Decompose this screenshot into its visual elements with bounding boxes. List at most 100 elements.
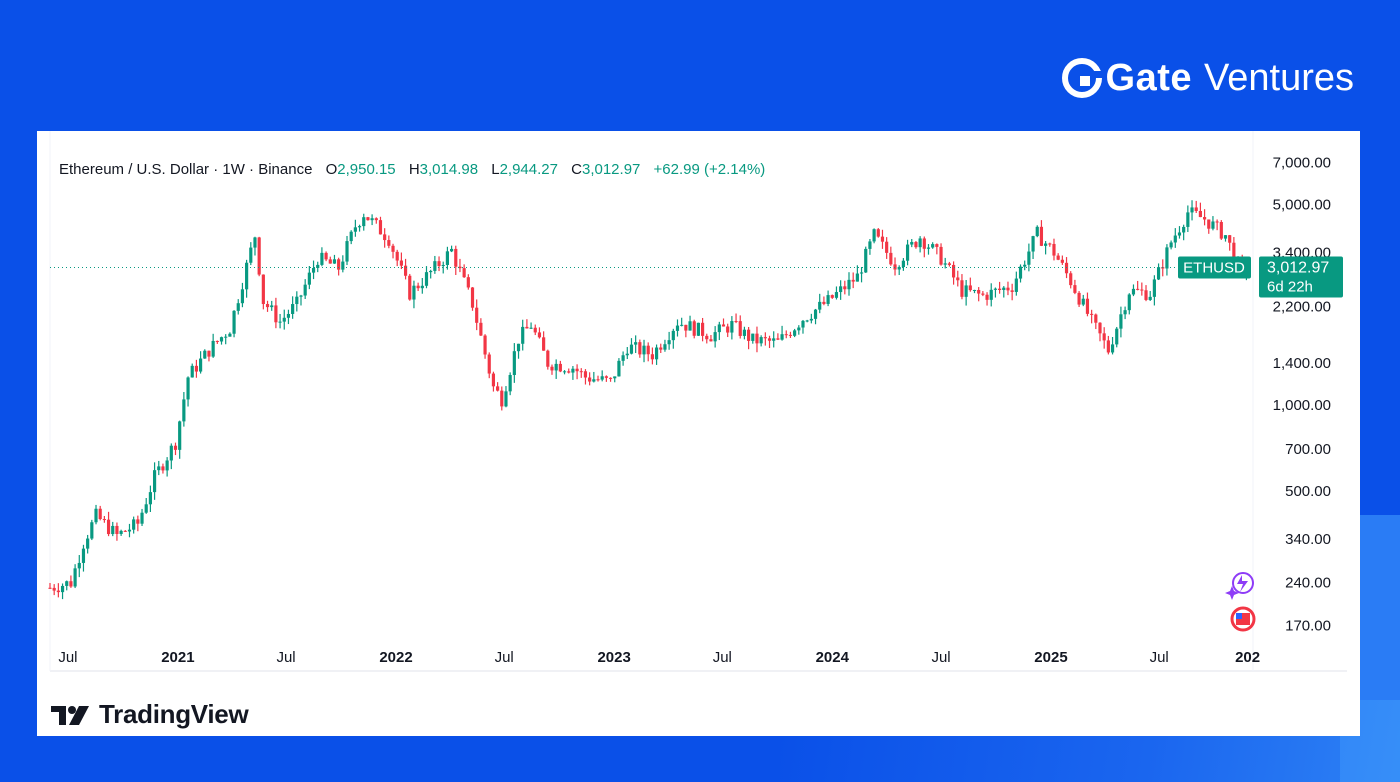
candle-body	[1010, 290, 1014, 292]
candle-body	[328, 259, 332, 264]
x-tick-label: 2024	[816, 649, 850, 666]
x-tick-label: 2025	[1034, 649, 1067, 666]
tradingview-logo: TradingView	[51, 699, 249, 730]
candle-body	[173, 445, 178, 450]
candle-body	[466, 277, 470, 288]
candle-body	[537, 332, 542, 338]
candle-body	[152, 470, 157, 493]
candle-body	[311, 268, 316, 273]
candle-body	[500, 390, 504, 407]
candle-body	[186, 377, 190, 400]
candle-body	[395, 251, 399, 261]
x-tick-label: Jul	[58, 649, 77, 666]
candle-body	[780, 334, 784, 340]
candle-body	[295, 296, 299, 305]
candle-body	[324, 252, 328, 260]
candle-body	[709, 339, 713, 342]
candle-body	[797, 327, 801, 331]
candle-body	[747, 329, 751, 341]
candle-body	[755, 333, 759, 344]
candle-body	[1119, 314, 1123, 329]
candle-body	[947, 263, 951, 265]
candle-body	[303, 284, 307, 296]
candle-body	[1165, 247, 1169, 269]
candle-body	[847, 279, 851, 290]
y-tick-label: 2,200.00	[1273, 299, 1331, 316]
candle-body	[182, 399, 186, 422]
candle-body	[905, 244, 910, 261]
candle-body	[571, 368, 575, 373]
candle-body	[1031, 236, 1035, 252]
price-chart[interactable]: 7,000.005,000.003,400.002,200.001,400.00…	[37, 131, 1360, 736]
candle-body	[487, 354, 491, 374]
chart-legend: Ethereum / U.S. Dollar · 1W · Binance O2…	[59, 161, 765, 178]
candle-body	[592, 379, 596, 382]
x-tick-label: 202	[1235, 649, 1260, 666]
candle-body	[1211, 221, 1215, 229]
y-tick-label: 170.00	[1285, 617, 1331, 634]
candle-body	[1035, 226, 1039, 237]
candle-body	[253, 237, 257, 248]
candle-body	[1052, 243, 1056, 256]
candle-body	[1228, 235, 1232, 243]
candle-body	[458, 266, 462, 269]
candle-body	[282, 317, 286, 322]
candle-body	[1048, 243, 1052, 245]
candle-body	[839, 286, 843, 293]
candle-body	[161, 466, 165, 471]
candle-body	[1140, 289, 1144, 291]
candle-body	[1182, 226, 1186, 233]
candle-body	[675, 325, 680, 331]
candle-body	[224, 336, 228, 338]
high-value: 3,014.98	[419, 161, 479, 178]
candle-body	[621, 355, 625, 361]
candle-body	[759, 337, 763, 344]
candle-body	[901, 260, 905, 268]
candle-body	[776, 338, 780, 340]
candle-body	[813, 309, 818, 319]
candle-body	[316, 264, 320, 269]
candle-body	[868, 241, 872, 249]
x-tick-label: Jul	[931, 649, 950, 666]
candle-body	[1069, 273, 1073, 286]
flag-canton	[1236, 613, 1242, 619]
candle-body	[357, 226, 362, 228]
sparkle-icon	[1225, 586, 1239, 600]
candle-body	[956, 277, 960, 281]
candle-body	[713, 332, 717, 342]
candle-body	[157, 466, 161, 471]
candle-body	[69, 581, 73, 587]
candle-body	[1190, 207, 1194, 213]
candle-body	[190, 365, 194, 378]
candle-body	[491, 373, 496, 387]
candle-body	[688, 321, 692, 331]
candle-body	[763, 337, 767, 339]
candle-body	[1106, 340, 1110, 353]
candle-body	[219, 337, 224, 342]
candle-body	[822, 301, 826, 304]
candle-body	[939, 246, 943, 265]
candle-body	[73, 568, 77, 587]
candle-body	[834, 292, 839, 298]
candle-body	[951, 264, 956, 278]
x-tick-label: Jul	[495, 649, 514, 666]
candle-body	[454, 248, 458, 267]
change-value: +62.99 (+2.14%)	[653, 161, 766, 178]
candle-body	[299, 295, 303, 297]
candle-body	[94, 508, 98, 523]
candle-body	[408, 275, 412, 300]
candle-body	[86, 538, 90, 549]
y-tick-label: 240.00	[1285, 574, 1331, 591]
candle-body	[424, 272, 429, 286]
x-tick-label: 2022	[379, 649, 412, 666]
candle-body	[337, 259, 341, 270]
candle-body	[81, 548, 86, 563]
gate-logo-icon	[1061, 58, 1102, 98]
candle-body	[1044, 243, 1048, 246]
candle-body	[353, 227, 357, 232]
candle-body	[148, 492, 152, 505]
candle-body	[772, 338, 776, 341]
candle-body	[1081, 298, 1085, 305]
candle-body	[734, 321, 738, 323]
candle-body	[634, 342, 638, 345]
